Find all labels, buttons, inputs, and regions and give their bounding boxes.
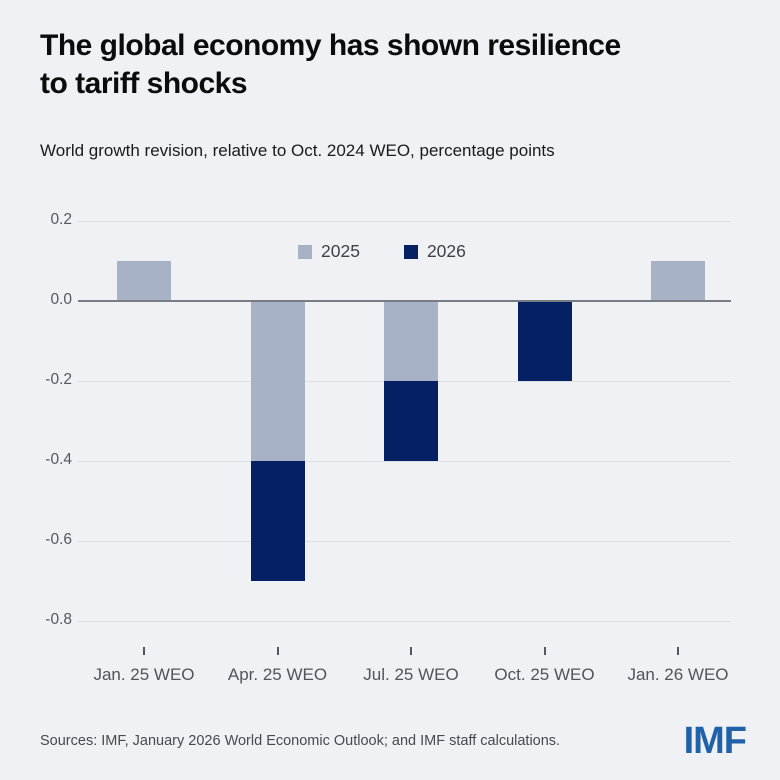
gridline--0.8 [78, 620, 731, 622]
legend-swatch-2026 [403, 244, 418, 259]
y-axis-tick-label: -0.4 [45, 451, 72, 468]
bar-segment-2026-jul-25-weo [384, 381, 438, 461]
x-axis-tick [276, 647, 279, 655]
x-axis-tick [543, 647, 546, 655]
y-axis-tick-label: -0.2 [45, 371, 72, 388]
legend-label-2025: 2025 [321, 241, 360, 261]
y-axis-tick-label: 0.0 [50, 291, 72, 308]
y-axis-tick-label: 0.2 [50, 211, 72, 228]
bar-segment-2025-jan-25-weo [117, 261, 171, 301]
x-axis-zero-line [78, 300, 731, 302]
x-axis-tick [410, 647, 412, 655]
chart-legend: 2025 2026 [298, 241, 466, 262]
imf-logo: IMF [683, 719, 747, 762]
y-axis-tick-label: -0.8 [45, 611, 72, 628]
footer: Sources: IMF, January 2026 World Economi… [40, 716, 747, 766]
y-axis-tick-label: -0.6 [45, 531, 72, 548]
gridline-0.2 [78, 220, 731, 222]
x-axis-tick [677, 647, 679, 655]
legend-label-2026: 2026 [426, 241, 466, 261]
legend-swatch-2025 [298, 244, 312, 259]
x-axis-tick [143, 647, 145, 655]
x-axis-category-label: Jan. 25 WEO [93, 665, 195, 684]
x-axis-category-label: Jan. 26 WEO [627, 665, 729, 684]
x-axis-category-label: Oct. 25 WEO [494, 665, 595, 684]
bar-segment-2026-apr-25-weo [250, 461, 305, 581]
legend-item-2025: 2025 [298, 241, 360, 262]
page-title-line-2: to tariff shocks [40, 67, 248, 100]
sources-note: Sources: IMF, January 2026 World Economi… [40, 733, 561, 749]
bar-segment-2025-jan-26-weo [651, 261, 705, 301]
gridline--0.6 [78, 540, 731, 542]
page-title-line-1: The global economy has shown resilience [40, 29, 621, 62]
gridline--0.4 [78, 460, 731, 462]
page-title: The global economy has shown resilience … [40, 27, 621, 103]
x-axis-category-label: Apr. 25 WEO [227, 665, 328, 684]
bar-segment-2025-jul-25-weo [384, 301, 438, 381]
x-axis-category-label: Jul. 25 WEO [363, 665, 459, 684]
bar-segment-2025-apr-25-weo [250, 301, 305, 461]
bar-segment-2026-oct-25-weo [517, 301, 572, 381]
legend-item-2026: 2026 [403, 241, 466, 262]
chart-subtitle: World growth revision, relative to Oct. … [40, 141, 555, 160]
